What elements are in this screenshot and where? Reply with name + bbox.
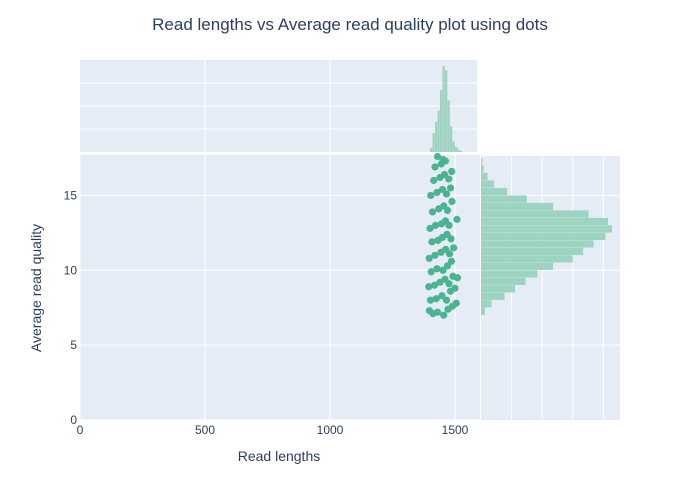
- top-hist-bar: [440, 90, 443, 152]
- right-hist-bar: [481, 277, 526, 285]
- right-hist-bar: [481, 157, 483, 166]
- top-hist-bar: [442, 66, 445, 152]
- top-hist-bar: [450, 126, 453, 152]
- right-hist-bar: [481, 210, 589, 218]
- data-point: [445, 221, 453, 229]
- top-hist-bar: [460, 151, 463, 152]
- data-point: [428, 238, 436, 246]
- right-hist-bar: [481, 232, 606, 241]
- right-hist-bar: [481, 240, 594, 248]
- data-point: [445, 175, 453, 183]
- top-hist-bar: [437, 110, 440, 152]
- data-point: [448, 197, 456, 206]
- data-point: [440, 311, 448, 319]
- data-point: [439, 266, 447, 274]
- data-point: [448, 167, 456, 176]
- data-point: [425, 283, 433, 291]
- right-hist-bar: [481, 270, 538, 278]
- y-tick-label: 0: [70, 413, 77, 427]
- right-hist-bar: [481, 225, 612, 233]
- right-hist-bar: [481, 262, 554, 270]
- right-hist-bar: [481, 165, 484, 173]
- right-hist-bar: [481, 255, 573, 263]
- top-hist-bar: [457, 149, 460, 152]
- x-tick-label: 1500: [442, 423, 469, 437]
- data-point: [433, 265, 441, 273]
- top-hist-bar: [447, 100, 450, 152]
- right-histogram-panel: [481, 156, 620, 420]
- right-hist-bar: [481, 285, 516, 293]
- data-point: [442, 190, 451, 198]
- right-hist-bar: [481, 300, 492, 308]
- y-tick-label: 15: [64, 188, 78, 202]
- top-histogram-panel: [80, 60, 477, 152]
- data-point: [427, 268, 435, 276]
- top-hist-bar: [435, 121, 438, 152]
- right-hist-bar: [481, 180, 495, 188]
- right-hist-bar: [481, 202, 554, 211]
- data-point: [433, 188, 441, 197]
- data-point: [430, 176, 438, 185]
- data-point: [440, 170, 449, 179]
- y-tick-label: 5: [70, 338, 77, 352]
- data-point: [426, 224, 434, 232]
- plot-background: [80, 155, 480, 420]
- data-point: [445, 280, 453, 288]
- data-point: [433, 308, 442, 316]
- y-axis-title: Average read quality: [28, 224, 44, 352]
- x-tick-label: 0: [77, 423, 84, 437]
- data-point: [426, 296, 435, 304]
- data-point: [425, 254, 433, 262]
- data-point: [443, 206, 452, 214]
- axis-ticks: 0 500 1000 1500 0 5 10 15: [64, 188, 469, 437]
- top-hist-bar: [445, 70, 448, 152]
- data-point: [450, 244, 458, 252]
- top-hist-bar: [452, 141, 455, 152]
- right-hist-bar: [481, 187, 508, 196]
- data-point: [431, 251, 439, 259]
- right-hist-bar: [481, 172, 488, 181]
- right-hist-bar: [481, 292, 505, 300]
- data-point: [452, 299, 460, 307]
- data-point: [430, 281, 439, 289]
- right-hist-bar: [481, 195, 527, 203]
- top-hist-bar: [430, 147, 433, 152]
- data-point: [431, 221, 440, 229]
- chart-title: Read lengths vs Average read quality plo…: [152, 15, 548, 34]
- data-point: [447, 235, 455, 243]
- top-hist-bar: [432, 133, 435, 152]
- data-point: [439, 155, 447, 164]
- x-axis-title: Read lengths: [238, 448, 321, 464]
- x-tick-label: 1000: [317, 423, 344, 437]
- x-tick-label: 500: [195, 423, 215, 437]
- data-point: [438, 292, 446, 300]
- data-point: [431, 163, 439, 171]
- top-hist-bar: [455, 146, 458, 152]
- data-point: [432, 295, 440, 303]
- data-point: [445, 250, 454, 258]
- data-point: [428, 208, 437, 216]
- data-point: [451, 284, 459, 292]
- right-hist-bar: [481, 217, 609, 226]
- data-point: [447, 257, 456, 265]
- data-point: [446, 184, 455, 192]
- data-point: [453, 215, 461, 223]
- scatter-panel: [79, 152, 480, 421]
- y-tick-label: 10: [64, 263, 78, 277]
- data-point: [427, 191, 435, 200]
- right-hist-bar: [481, 247, 584, 256]
- data-point: [453, 274, 462, 282]
- data-point: [442, 296, 451, 304]
- right-hist-bar: [481, 307, 485, 315]
- data-point: [433, 152, 442, 161]
